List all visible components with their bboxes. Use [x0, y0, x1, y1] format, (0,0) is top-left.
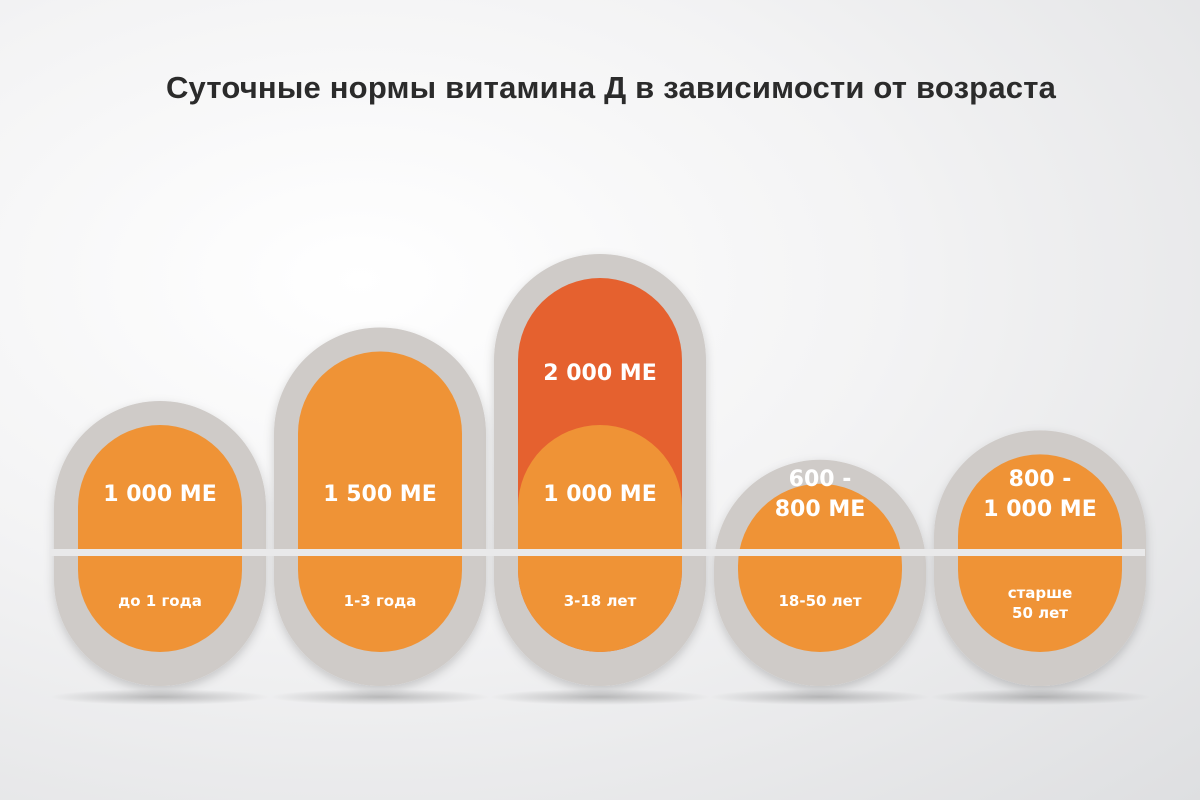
category-label: до 1 года: [118, 592, 202, 610]
bar: [738, 483, 902, 652]
value-label: 800 МЕ: [775, 497, 866, 522]
floor-shadow: [930, 689, 1150, 705]
value-label: 1 000 МЕ: [543, 482, 656, 507]
category-label: 50 лет: [1012, 604, 1068, 622]
value-label: 600 -: [789, 467, 852, 492]
bar: [78, 425, 242, 652]
category-label: 1-3 года: [344, 592, 417, 610]
value-label: 800 -: [1009, 467, 1072, 492]
divider-line: [50, 549, 1145, 556]
bar: [518, 425, 682, 652]
value-label: 1 500 МЕ: [323, 482, 436, 507]
floor-shadow: [490, 689, 710, 705]
value-label: 1 000 МЕ: [103, 482, 216, 507]
category-label: 18-50 лет: [778, 592, 861, 610]
category-label: старше: [1008, 584, 1073, 602]
chart-title: Суточные нормы витамина Д в зависимости …: [165, 70, 1057, 105]
value-label: 1 000 МЕ: [983, 497, 1096, 522]
bar-highlight-label: 2 000 МЕ: [543, 361, 656, 386]
category-label: 3-18 лет: [564, 592, 637, 610]
floor-shadow: [710, 689, 930, 705]
floor-shadow: [50, 689, 270, 705]
bar: [298, 351, 462, 652]
floor-shadow: [270, 689, 490, 705]
